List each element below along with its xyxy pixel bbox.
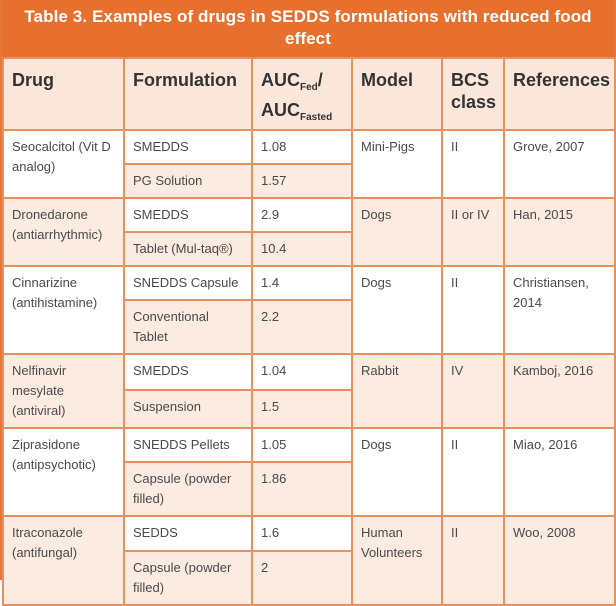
bcs-cell: II or IV (441, 197, 505, 267)
table-row: Cinnarizine (antihistamine) SNEDDS Capsu… (2, 265, 616, 355)
auc-cell: 1.6 (251, 515, 353, 552)
auc-cell: 2 (251, 550, 353, 606)
header-references: References (503, 57, 616, 131)
formulation-cell: PG Solution (123, 163, 253, 199)
model-cell: Dogs (351, 197, 443, 267)
auc-cell: 1.57 (251, 163, 353, 199)
table-row: Nelfinavir mesylate (antiviral) SMEDDS 1… (2, 353, 616, 429)
drug-cell: Cinnarizine (antihistamine) (2, 265, 125, 355)
header-formulation: Formulation (123, 57, 253, 131)
auc-cell: 1.04 (251, 353, 353, 391)
auc-fed-sub: Fed (300, 82, 318, 93)
drug-cell: Itraconazole (antifungal) (2, 515, 125, 606)
auc-fasted-sub: Fasted (300, 112, 333, 123)
reference-cell: Woo, 2008 (503, 515, 616, 606)
auc-cell: 1.86 (251, 461, 353, 517)
formulation-cell: SMEDDS (123, 353, 253, 391)
header-auc: AUCFed/AUCFasted (251, 57, 353, 131)
bcs-cell: IV (441, 353, 505, 429)
table-row: Tablet (Mul-taq®) 10.4 (3, 231, 615, 267)
auc-cell: 1.05 (251, 427, 353, 463)
model-cell: Mini-Pigs (351, 129, 443, 199)
formulation-cell: Capsule (powder filled) (123, 550, 253, 606)
auc-cell: 1.5 (251, 388, 353, 430)
bcs-cell: II (441, 427, 505, 517)
auc-cell: 1.08 (251, 129, 353, 165)
formulation-cell: SNEDDS Pellets (123, 427, 253, 463)
auc-cell: 1.4 (251, 265, 353, 301)
drug-cell: Seocalcitol (Vit D analog) (2, 129, 125, 199)
bcs-cell: II (441, 515, 505, 606)
bcs-cell: II (441, 265, 505, 355)
model-cell: Human Volunteers (351, 515, 443, 606)
table-row: Seocalcitol (Vit D analog) SMEDDS 1.08 M… (2, 129, 616, 199)
drug-table: Drug Formulation AUCFed/AUCFasted Model … (2, 57, 616, 606)
auc-label-2: AUC (261, 100, 300, 120)
auc-cell: 10.4 (251, 231, 353, 267)
formulation-cell: Conventional Tablet (123, 299, 253, 355)
header-model: Model (351, 57, 443, 131)
model-cell: Rabbit (351, 353, 443, 429)
table-row: Capsule (powder filled) 1.86 (3, 461, 615, 517)
bcs-cell: II (441, 129, 505, 199)
header-drug: Drug (2, 57, 125, 131)
model-cell: Dogs (351, 427, 443, 517)
table-row: Conventional Tablet 2.2 (3, 299, 615, 355)
formulation-cell: Tablet (Mul-taq®) (123, 231, 253, 267)
model-cell: Dogs (351, 265, 443, 355)
header-bcs: BCS class (441, 57, 505, 131)
formulation-cell: Capsule (powder filled) (123, 461, 253, 517)
auc-cell: 2.2 (251, 299, 353, 355)
table-title: Table 3. Examples of drugs in SEDDS form… (2, 0, 614, 57)
reference-cell: Kamboj, 2016 (503, 353, 616, 429)
reference-cell: Christiansen, 2014 (503, 265, 616, 355)
formulation-cell: Suspension (123, 388, 253, 430)
auc-label: AUC (261, 70, 300, 90)
formulation-cell: SMEDDS (123, 129, 253, 165)
reference-cell: Grove, 2007 (503, 129, 616, 199)
reference-cell: Miao, 2016 (503, 427, 616, 517)
table-row: Suspension 1.5 (3, 388, 615, 430)
table-row: Dronedarone (antiarrhythmic) SMEDDS 2.9 … (2, 197, 616, 267)
table-row: Itraconazole (antifungal) SEDDS 1.6 Huma… (2, 515, 616, 606)
formulation-cell: SEDDS (123, 515, 253, 552)
header-row: Drug Formulation AUCFed/AUCFasted Model … (2, 57, 616, 131)
formulation-cell: SMEDDS (123, 197, 253, 233)
reference-cell: Han, 2015 (503, 197, 616, 267)
auc-cell: 2.9 (251, 197, 353, 233)
drug-cell: Nelfinavir mesylate (antiviral) (2, 353, 125, 429)
drug-cell: Ziprasidone (antipsychotic) (2, 427, 125, 517)
table-row: Ziprasidone (antipsychotic) SNEDDS Pelle… (2, 427, 616, 517)
table-row: PG Solution 1.57 (3, 163, 615, 199)
drug-cell: Dronedarone (antiarrhythmic) (2, 197, 125, 267)
formulation-cell: SNEDDS Capsule (123, 265, 253, 301)
